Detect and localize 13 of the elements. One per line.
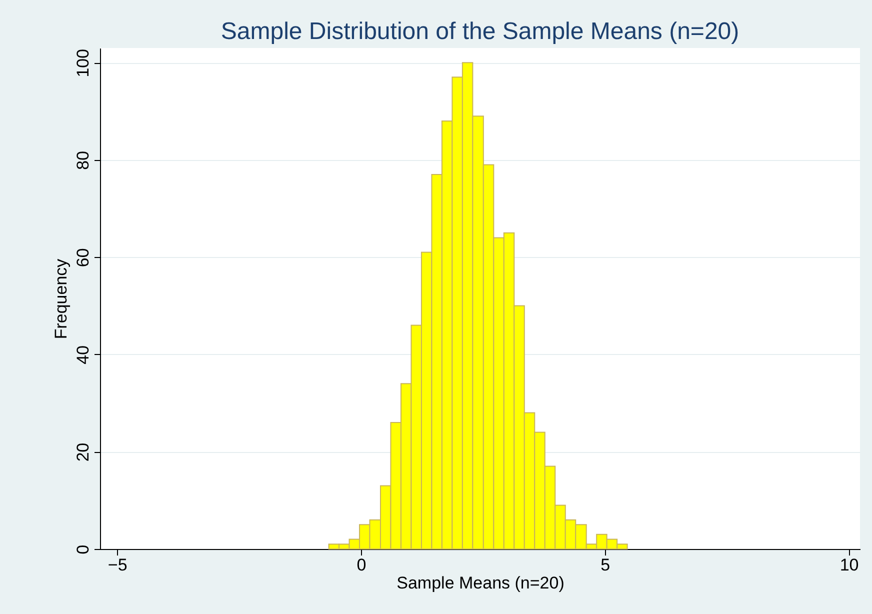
x-axis-title: Sample Means (n=20) xyxy=(396,574,564,592)
y-axis-title: Frequency xyxy=(52,258,70,340)
chart-title: Sample Distribution of the Sample Means (n=20) xyxy=(220,18,740,45)
x-tick-label: 10 xyxy=(840,556,859,574)
x-tick-label: 0 xyxy=(356,556,366,574)
x-tick-label: −5 xyxy=(108,556,128,574)
y-tick-label: 0 xyxy=(74,544,92,554)
y-tick-label: 40 xyxy=(74,345,92,364)
y-tick-label: 60 xyxy=(74,248,92,268)
y-tick-label: 20 xyxy=(74,442,92,462)
y-tick-label: 100 xyxy=(74,48,92,78)
x-tick-label: 5 xyxy=(600,556,610,574)
y-tick-label: 80 xyxy=(74,150,92,170)
